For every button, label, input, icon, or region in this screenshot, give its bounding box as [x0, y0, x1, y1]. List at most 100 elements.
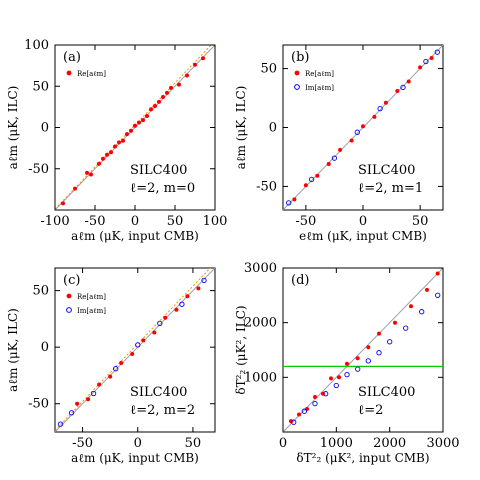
re-point [85, 170, 89, 175]
re-point [109, 150, 113, 155]
re-point [177, 82, 181, 87]
y-tick-label: -50 [28, 397, 49, 412]
y-tick-label: 50 [32, 284, 49, 299]
im-point [355, 366, 361, 372]
re-point [185, 73, 189, 78]
plot-area [283, 45, 443, 210]
re-point [97, 382, 102, 387]
legend-marker [66, 307, 72, 313]
y-tick-label: 1000 [244, 370, 277, 385]
re-point [345, 361, 349, 366]
re-point [383, 100, 388, 105]
re-point [201, 56, 205, 61]
im-point [376, 350, 382, 356]
y-tick-label: 50 [32, 79, 49, 94]
x-tick-label: 0 [131, 214, 139, 229]
x-tick-label: -50 [72, 436, 93, 451]
re-point [75, 401, 80, 406]
x-axis-label: aℓm (μK, input CMB) [71, 451, 199, 465]
re-point [152, 330, 157, 335]
re-point [193, 62, 197, 67]
panel-annotation: SILC400 [358, 385, 415, 400]
im-point [113, 366, 119, 372]
panel-label: (c) [63, 273, 80, 288]
y-tick-label: 0 [41, 340, 49, 355]
identity-line [283, 268, 443, 432]
y-tick-label: -50 [28, 162, 49, 177]
re-point [349, 138, 354, 143]
re-point [101, 156, 105, 161]
re-point [338, 147, 343, 152]
plot-frame [282, 267, 444, 433]
im-point [90, 390, 97, 397]
panel-annotation: ℓ=2 [358, 403, 383, 418]
panel-label: (a) [63, 50, 81, 65]
re-point [297, 412, 301, 417]
panel-annotation: SILC400 [130, 385, 187, 400]
y-axis-label: aℓm (μK, ILC) [6, 308, 20, 392]
re-point [119, 361, 124, 365]
y-tick-label: 100 [24, 38, 49, 53]
y-axis-label: aℓm (μK, ILC) [234, 86, 248, 170]
legend-entry: Re[aℓm] [77, 70, 106, 78]
re-point [145, 114, 149, 118]
y-tick-label: 0 [41, 121, 49, 136]
im-point [201, 277, 207, 284]
re-point [125, 132, 129, 137]
panel-label: (d) [291, 273, 309, 288]
legend-entry: Im[aℓm] [305, 84, 334, 92]
im-point [157, 320, 163, 327]
legend-entry: Im[aℓm] [77, 307, 106, 315]
re-point [406, 79, 411, 84]
re-point [377, 331, 381, 336]
fit-line [55, 268, 211, 431]
re-point [409, 304, 413, 309]
im-point [344, 371, 350, 378]
re-point [86, 397, 91, 402]
im-point [365, 358, 371, 364]
im-point [286, 200, 292, 206]
re-point [108, 374, 113, 379]
x-tick-label: 100 [203, 214, 228, 229]
plot-frame [54, 267, 216, 433]
panel-annotation: SILC400 [130, 163, 187, 178]
re-point [435, 271, 440, 276]
im-point [387, 339, 393, 345]
im-point [435, 292, 441, 298]
panel-annotation: ℓ=2, m=2 [130, 403, 195, 418]
re-point [395, 89, 400, 93]
im-point [57, 421, 64, 427]
im-point [291, 419, 297, 425]
x-tick-label: 2000 [373, 436, 406, 451]
re-point [418, 65, 423, 70]
plot-area [55, 268, 215, 432]
re-point [425, 287, 429, 292]
y-tick-label: 3000 [244, 261, 277, 276]
re-point [117, 140, 121, 145]
panel-label: (b) [291, 50, 309, 65]
y-tick-label: 2000 [244, 316, 277, 331]
re-point [61, 201, 65, 206]
re-point [366, 345, 371, 350]
x-tick-label: 0 [134, 436, 142, 451]
legend-marker [66, 293, 72, 299]
re-point [121, 138, 125, 143]
re-point [315, 173, 320, 178]
legend-marker [294, 70, 300, 76]
re-point [372, 114, 377, 119]
legend-marker [294, 84, 300, 90]
re-point [429, 56, 434, 60]
panel-annotation: ℓ=2, m=1 [358, 181, 423, 196]
re-point [105, 152, 109, 157]
re-point [169, 85, 173, 90]
x-axis-label: aℓm (μK, input CMB) [71, 229, 199, 243]
re-point [337, 375, 341, 380]
re-point [326, 162, 331, 166]
re-point [89, 172, 93, 177]
re-point [113, 144, 117, 149]
im-point [434, 49, 440, 55]
re-point [185, 294, 190, 299]
legend-entry: Re[aℓm] [305, 70, 334, 78]
